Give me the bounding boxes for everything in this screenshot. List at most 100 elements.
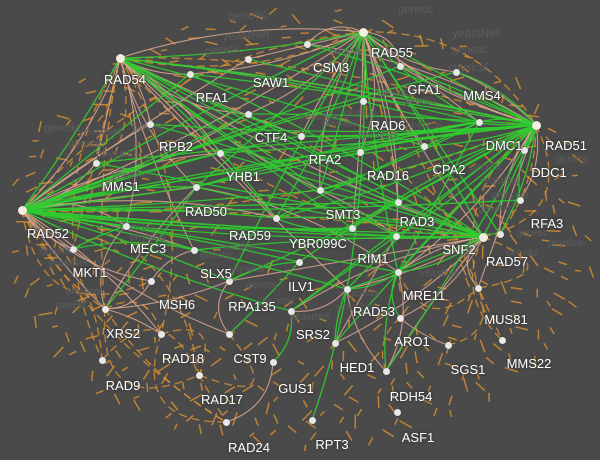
edge [300,31,364,137]
graph-node-dmc1[interactable] [475,118,483,126]
graph-node-mms4[interactable] [452,68,460,76]
graph-node-rad3[interactable] [394,198,402,206]
edge [21,209,230,282]
genetic-dash [249,13,264,20]
graph-node-srs2[interactable] [287,307,295,315]
graph-node-gus1[interactable] [269,358,277,366]
edge [125,225,484,240]
graph-node-rad18[interactable] [157,330,165,338]
graph-node-rad52[interactable] [17,205,27,215]
genetic-dash [511,208,517,214]
genetic-dash [476,373,481,380]
graph-node-cst9[interactable] [225,330,233,338]
edge [351,31,364,229]
graph-node-rad16[interactable] [356,148,364,156]
genetic-dash [391,385,395,399]
genetic-dash [333,403,343,411]
genetic-dash [95,389,104,395]
graph-node-msh6[interactable] [147,277,155,285]
edge [103,308,200,389]
graph-node-rad51[interactable] [531,120,541,130]
graph-node-cpa2[interactable] [420,142,428,150]
genetic-dash [376,55,382,62]
genetic-dash [11,249,20,254]
graph-node-rim1[interactable] [392,232,400,240]
genetic-dash [158,294,167,298]
graph-node-mms22[interactable] [498,336,506,344]
graph-node-rad50[interactable] [192,183,200,191]
graph-node-ddc1[interactable] [520,146,528,154]
edge [362,31,537,126]
graph-node-snf2[interactable] [478,232,488,242]
graph-node-rad17[interactable] [195,371,203,379]
genetic-dash [424,186,435,196]
graph-node-rpb2[interactable] [146,120,154,128]
graph-node-mec3[interactable] [122,222,130,230]
edge [198,333,255,387]
edge [21,58,249,211]
edge [334,288,348,344]
graph-node-rad24[interactable] [222,418,230,426]
genetic-dash [145,135,153,140]
graph-node-rad55[interactable] [358,27,368,37]
genetic-dash [281,36,291,39]
graph-node-rad59[interactable] [272,214,280,222]
genetic-dash [113,393,121,405]
graph-node-rad6[interactable] [359,97,367,105]
graph-node-rfa2[interactable] [297,132,305,140]
edge [95,57,121,164]
edge [21,124,537,213]
graph-node-mus81[interactable] [474,284,482,292]
genetic-dash [244,319,258,328]
graph-node-aro1[interactable] [396,314,404,322]
genetic-dash [149,254,163,260]
graph-node-ilv1[interactable] [295,258,303,266]
graph-node-hed1[interactable] [331,339,339,347]
edge [21,209,106,310]
genetic-dash [306,336,316,343]
graph-node-rad53[interactable] [343,285,351,293]
genetic-dash [381,19,395,29]
graph-node-smt3[interactable] [316,186,324,194]
edge [399,317,449,346]
graph-node-gfa1[interactable] [396,62,404,70]
edge [149,123,484,238]
graph-node-ybr099c[interactable] [348,224,356,232]
genetic-dash [46,189,55,196]
graph-node-xrs2[interactable] [101,305,109,313]
graph-node-mre11[interactable] [394,268,402,276]
graph-node-rdh54[interactable] [382,367,390,375]
graph-node-mkt1[interactable] [69,245,77,253]
graph-node-saw1[interactable] [244,55,252,63]
edge [104,308,162,335]
graph-node-rpt3[interactable] [308,416,316,424]
graph-node-ctf4[interactable] [244,110,252,118]
graph-node-mms1[interactable] [92,159,100,167]
edge [362,31,399,273]
genetic-dash [233,373,237,380]
graph-node-asf1[interactable] [393,408,401,416]
edge [482,124,537,238]
genetic-dash [85,90,97,95]
graph-node-rad57[interactable] [496,230,504,238]
graph-node-slx5[interactable] [190,246,198,254]
graph-node-rfa3[interactable] [516,196,524,204]
graph-node-rad54[interactable] [115,53,125,63]
genetic-dash [85,157,94,163]
graph-node-rpa135[interactable] [225,277,233,285]
graph-node-rad9[interactable] [98,356,106,364]
edge [499,124,537,235]
genetic-dash [491,317,501,324]
graph-node-sgs1[interactable] [444,341,452,349]
genetic-dash [405,362,408,374]
genetic-dash [272,381,282,388]
graph-node-rfa1[interactable] [186,70,194,78]
edge [119,57,174,335]
genetic-dash [492,343,503,351]
genetic-dash [377,395,380,408]
graph-node-yhb1[interactable] [216,149,224,157]
graph-node-csm3[interactable] [303,40,311,48]
genetic-dash [510,300,522,304]
edge [100,225,127,310]
